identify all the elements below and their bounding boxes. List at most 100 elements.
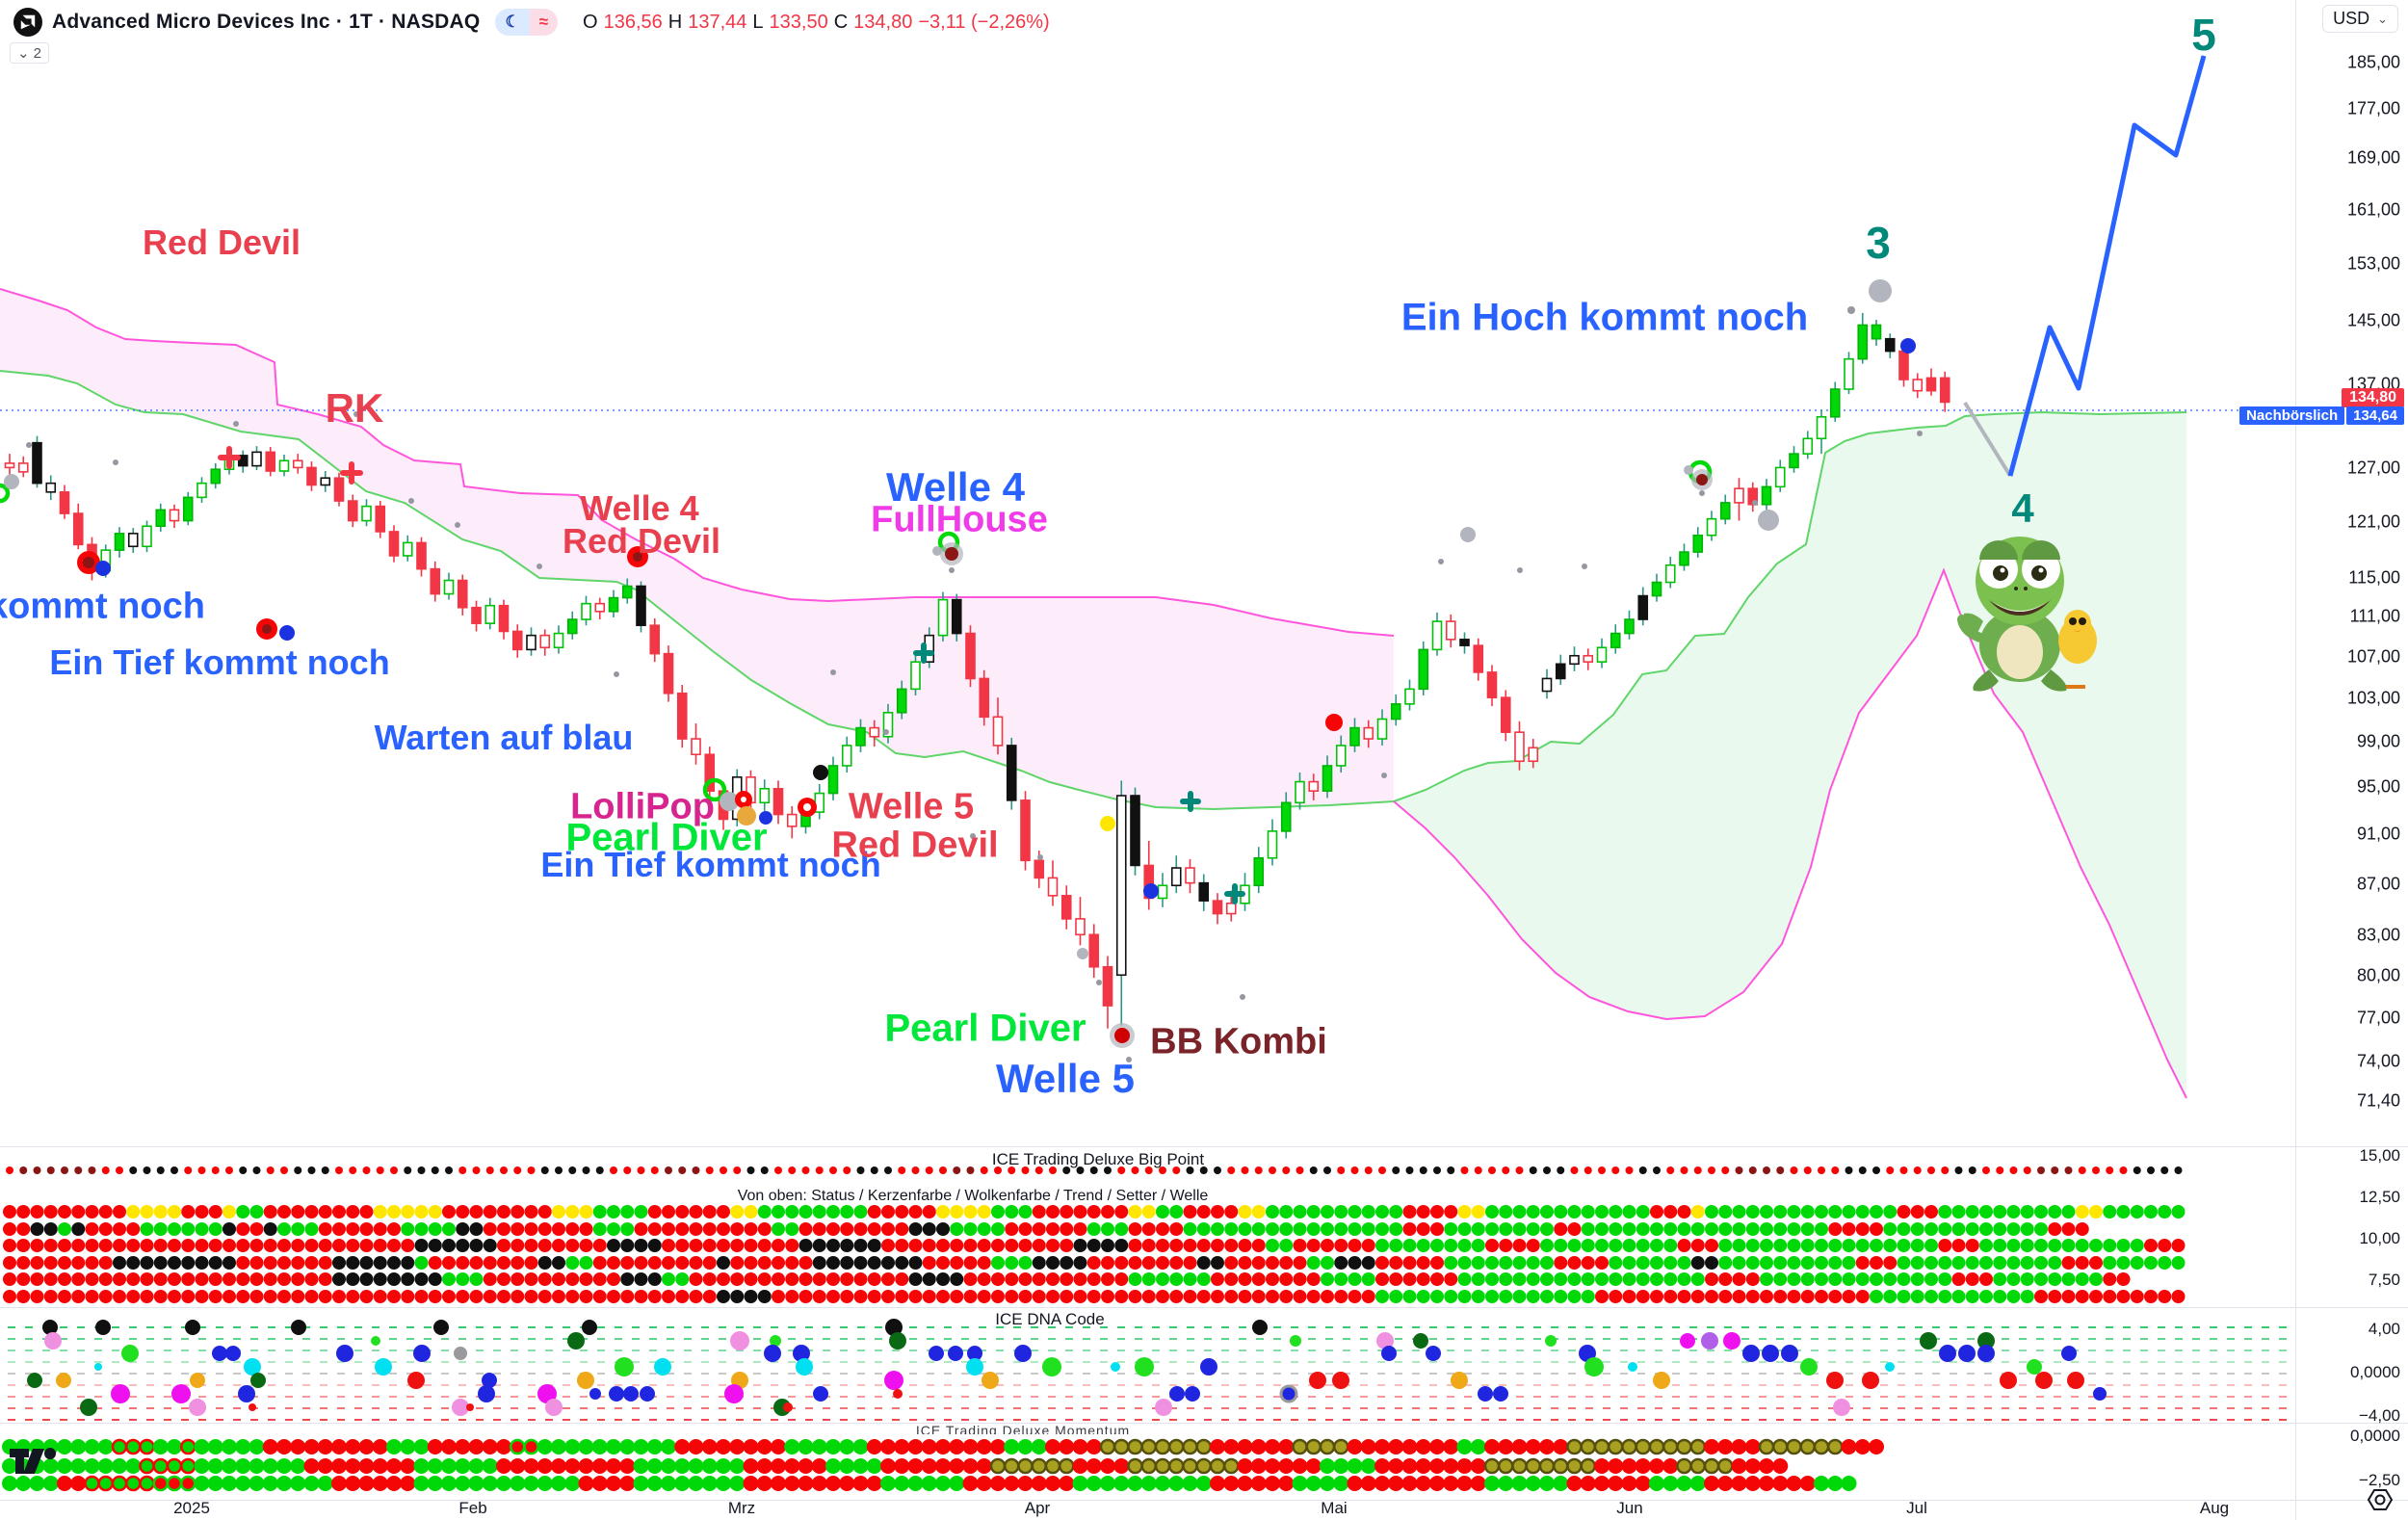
candle[interactable] [1637, 587, 1649, 626]
candle[interactable] [4, 454, 15, 479]
candle[interactable] [704, 747, 716, 800]
candle[interactable] [676, 684, 688, 748]
candle[interactable] [663, 645, 674, 702]
candle[interactable] [1844, 352, 1854, 395]
candle[interactable] [1363, 720, 1374, 748]
timezone-settings-icon[interactable] [2366, 1486, 2395, 1518]
candle[interactable] [251, 446, 262, 471]
candle[interactable] [1020, 791, 1031, 871]
candle[interactable] [691, 723, 701, 765]
candle[interactable] [443, 572, 455, 600]
candle[interactable] [1170, 855, 1182, 894]
candle[interactable] [1060, 885, 1072, 930]
candle[interactable] [1390, 694, 1401, 726]
candle[interactable] [1431, 612, 1443, 656]
candle[interactable] [841, 736, 852, 773]
candle[interactable] [210, 462, 222, 489]
candle[interactable] [1761, 479, 1772, 511]
candle[interactable] [1445, 614, 1456, 648]
candle[interactable] [375, 501, 386, 538]
candle[interactable] [1569, 646, 1580, 671]
panel-title-big-point[interactable]: ICE Trading Deluxe Big Point [991, 1150, 1205, 1168]
candle[interactable] [320, 471, 331, 492]
candle[interactable] [1802, 431, 1814, 459]
candle[interactable] [979, 669, 990, 726]
candle[interactable] [196, 477, 207, 503]
elliott-wave-projection-line[interactable] [2007, 55, 2207, 477]
candle[interactable] [539, 629, 551, 656]
candle[interactable] [1295, 773, 1305, 810]
candle[interactable] [471, 600, 482, 632]
candle[interactable] [292, 454, 303, 474]
time-axis-label[interactable]: Apr [1024, 1499, 1051, 1517]
candle[interactable] [1514, 721, 1525, 771]
candle[interactable] [278, 455, 290, 477]
candle[interactable] [869, 720, 880, 747]
candle[interactable] [1102, 956, 1113, 1029]
candle[interactable] [566, 611, 578, 640]
time-axis-label[interactable]: Jun [1616, 1499, 1643, 1517]
candle[interactable] [1500, 690, 1511, 742]
candle[interactable] [1734, 478, 1744, 521]
candle[interactable] [416, 537, 427, 577]
candle[interactable] [1624, 610, 1635, 640]
time-axis-label[interactable]: Jul [1906, 1499, 1927, 1517]
candle[interactable] [965, 625, 976, 688]
candle[interactable] [1253, 847, 1265, 894]
candle[interactable] [1692, 527, 1704, 558]
candle[interactable] [1829, 381, 1841, 422]
candle[interactable] [1486, 665, 1498, 707]
candle[interactable] [759, 779, 771, 811]
time-axis-label[interactable]: 2025 [173, 1499, 210, 1517]
candle[interactable] [1308, 773, 1320, 800]
candle[interactable] [1789, 446, 1799, 473]
panel-separator-3[interactable] [0, 1423, 2408, 1424]
candle[interactable] [1747, 482, 1759, 512]
candle[interactable] [182, 491, 194, 526]
candle[interactable] [937, 591, 949, 642]
candle[interactable] [114, 527, 125, 558]
delayed-data-icon[interactable]: ≈ [529, 9, 559, 36]
candle[interactable] [1130, 787, 1140, 876]
candle[interactable] [1335, 735, 1347, 773]
candle[interactable] [526, 627, 537, 656]
time-axis-label[interactable]: Aug [2199, 1499, 2230, 1517]
candle[interactable] [361, 499, 372, 527]
candle[interactable] [581, 595, 591, 626]
candle[interactable] [32, 435, 42, 488]
candle[interactable] [511, 624, 523, 658]
candle[interactable] [1267, 819, 1278, 866]
candle[interactable] [1185, 859, 1195, 894]
candle[interactable] [553, 625, 564, 654]
candle[interactable] [786, 805, 798, 839]
candle[interactable] [1280, 792, 1292, 839]
panel-title-momentum-clipped[interactable]: ICE Trading Deluxe Momentum [915, 1425, 1131, 1434]
candle[interactable] [388, 525, 400, 563]
candle[interactable] [910, 653, 921, 695]
candle[interactable] [1664, 556, 1676, 589]
candle[interactable] [484, 597, 496, 630]
candle[interactable] [265, 447, 276, 477]
candle[interactable] [1651, 573, 1662, 602]
candle[interactable] [1404, 679, 1415, 711]
candle[interactable] [72, 503, 84, 550]
panel-title-dna-code[interactable]: ICE DNA Code [995, 1310, 1105, 1328]
time-axis-label[interactable]: Feb [458, 1499, 487, 1517]
candle[interactable] [1871, 319, 1882, 346]
candle[interactable] [1541, 668, 1553, 699]
candle[interactable] [1596, 638, 1608, 668]
candle[interactable] [608, 590, 619, 617]
candle[interactable] [1679, 543, 1689, 571]
candle[interactable] [1528, 739, 1539, 769]
candle[interactable] [155, 503, 167, 532]
candle[interactable] [814, 783, 825, 820]
tradingview-logo[interactable] [10, 1445, 60, 1482]
candle[interactable] [142, 520, 152, 553]
candle[interactable] [1349, 718, 1360, 752]
candle[interactable] [457, 574, 468, 616]
candle[interactable] [1473, 638, 1484, 681]
candle[interactable] [1143, 840, 1155, 910]
candle[interactable] [45, 475, 57, 501]
candle[interactable] [1555, 654, 1566, 685]
indicators-collapse-button[interactable]: ⌄ 2 [10, 42, 49, 64]
